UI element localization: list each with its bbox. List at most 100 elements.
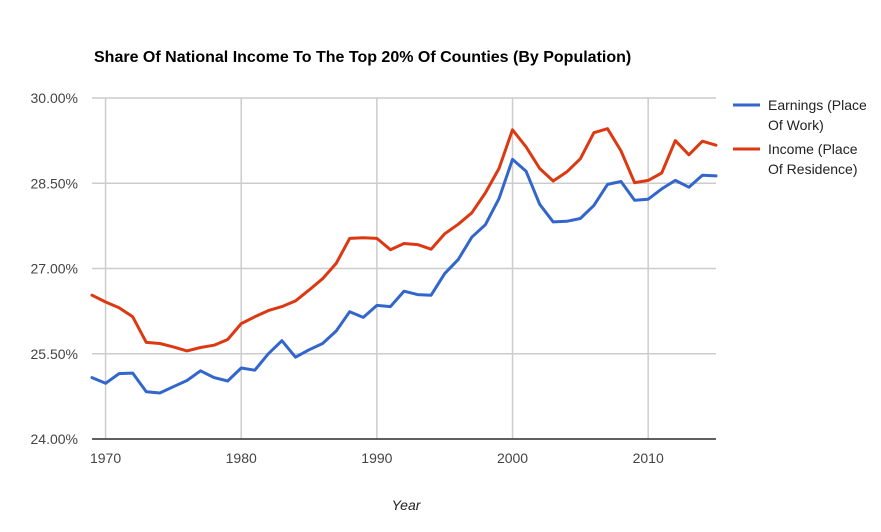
data-point <box>266 308 271 313</box>
data-point <box>442 231 447 236</box>
data-point <box>632 180 637 185</box>
data-point <box>632 198 637 203</box>
series-line <box>90 127 718 353</box>
data-point <box>117 305 122 310</box>
data-point <box>415 242 420 247</box>
data-point <box>171 384 176 389</box>
data-point <box>347 309 352 314</box>
data-point <box>320 341 325 346</box>
data-point <box>198 345 203 350</box>
data-point <box>402 289 407 294</box>
data-point <box>185 348 190 353</box>
data-point <box>266 351 271 356</box>
data-point <box>239 366 244 371</box>
data-point <box>334 261 339 266</box>
data-point <box>700 139 705 144</box>
legend[interactable]: Earnings (Place Of Work) Income (Place Of R… <box>733 97 867 177</box>
data-point <box>130 371 135 376</box>
data-point <box>144 340 149 345</box>
data-point <box>307 347 312 352</box>
data-point <box>279 338 284 343</box>
data-point <box>307 288 312 293</box>
data-point <box>537 202 542 207</box>
data-point <box>714 143 719 148</box>
data-point <box>646 178 651 183</box>
data-point <box>686 185 691 190</box>
data-point <box>171 344 176 349</box>
data-point <box>225 379 230 384</box>
y-tick-label: 25.50% <box>31 346 78 362</box>
data-point <box>374 236 379 241</box>
y-tick-label: 30.00% <box>31 90 78 106</box>
data-point <box>117 371 122 376</box>
data-point <box>212 343 217 348</box>
y-tick-label: 27.00% <box>31 261 78 277</box>
data-point <box>524 144 529 149</box>
data-point <box>157 341 162 346</box>
data-point <box>415 292 420 297</box>
data-point <box>469 235 474 240</box>
data-point <box>673 138 678 143</box>
legend-label: Earnings (Place <box>768 97 867 113</box>
data-point <box>469 210 474 215</box>
data-point <box>456 222 461 227</box>
legend-item[interactable]: Income (Place Of Residence) <box>733 141 858 177</box>
data-point <box>714 173 719 178</box>
y-tick-label: 24.00% <box>31 431 78 447</box>
x-axis-label: Year <box>392 497 422 513</box>
data-point <box>591 130 596 135</box>
data-point <box>605 126 610 131</box>
data-point <box>646 197 651 202</box>
data-point <box>700 173 705 178</box>
data-point <box>686 152 691 157</box>
data-point <box>279 304 284 309</box>
legend-item[interactable]: Earnings (Place Of Work) <box>733 97 867 133</box>
data-point <box>456 257 461 262</box>
data-point <box>293 355 298 360</box>
data-point <box>483 222 488 227</box>
data-point <box>347 236 352 241</box>
data-point <box>103 300 108 305</box>
data-point <box>130 314 135 319</box>
series-line <box>90 157 718 395</box>
x-tick-label: 1990 <box>361 450 392 466</box>
data-point <box>591 203 596 208</box>
data-point <box>564 219 569 224</box>
data-point <box>90 375 95 380</box>
data-point <box>225 337 230 342</box>
data-point <box>212 375 217 380</box>
y-tick-label: 28.50% <box>31 175 78 191</box>
data-point <box>429 247 434 252</box>
data-point <box>524 169 529 174</box>
data-point <box>659 186 664 191</box>
x-tick-label: 2010 <box>633 450 664 466</box>
data-point <box>673 178 678 183</box>
data-point <box>402 241 407 246</box>
data-point <box>320 276 325 281</box>
gridlines <box>92 97 716 440</box>
legend-label: Income (Place <box>768 141 858 157</box>
data-point <box>659 171 664 176</box>
data-point <box>293 298 298 303</box>
legend-label: Of Residence) <box>768 161 857 177</box>
data-point <box>497 196 502 201</box>
data-point <box>605 182 610 187</box>
x-tick-label: 2000 <box>497 450 528 466</box>
x-tick-label: 1980 <box>226 450 257 466</box>
data-point <box>361 235 366 240</box>
data-point <box>619 148 624 153</box>
data-point <box>144 389 149 394</box>
legend-label: Of Work) <box>768 117 824 133</box>
data-point <box>198 368 203 373</box>
data-point <box>334 329 339 334</box>
data-point <box>510 157 515 162</box>
chart-title: Share Of National Income To The Top 20% … <box>94 49 631 66</box>
data-point <box>497 166 502 171</box>
data-point <box>157 391 162 396</box>
data-point <box>361 315 366 320</box>
axes: 24.00% 25.50% 27.00% 28.50% 30.00% 1970 1980 19… <box>31 90 716 466</box>
data-point <box>429 293 434 298</box>
series-0 <box>90 157 719 396</box>
